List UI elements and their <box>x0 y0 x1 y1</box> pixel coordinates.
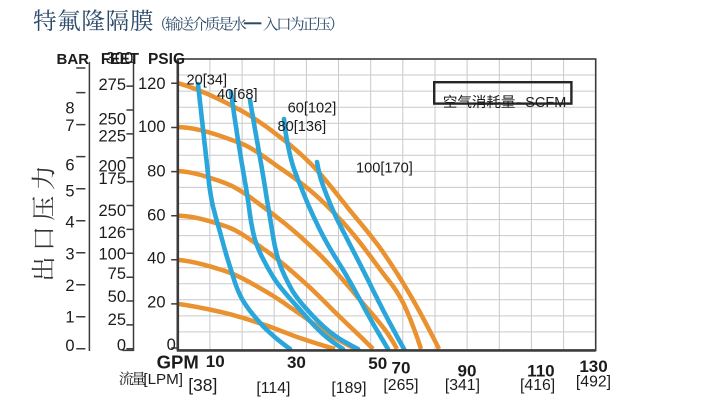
svg-text:20[34]: 20[34] <box>187 73 228 89</box>
svg-text:110: 110 <box>527 362 554 381</box>
svg-text:[341]: [341] <box>445 377 480 394</box>
svg-text:100: 100 <box>138 118 166 136</box>
svg-text:250: 250 <box>98 202 126 220</box>
svg-text:10: 10 <box>206 352 225 371</box>
svg-text:60[102]: 60[102] <box>288 100 337 116</box>
svg-text:75: 75 <box>108 265 126 283</box>
svg-text:175: 175 <box>98 170 126 188</box>
svg-text:300: 300 <box>106 50 134 68</box>
svg-text:60: 60 <box>147 207 165 225</box>
svg-text:GPM: GPM <box>157 352 199 373</box>
svg-text:25: 25 <box>108 311 126 329</box>
svg-text:40[68]: 40[68] <box>217 87 258 103</box>
svg-text:5: 5 <box>65 183 74 201</box>
svg-text:100[170]: 100[170] <box>356 160 413 176</box>
svg-text:1: 1 <box>65 309 74 327</box>
svg-text:2: 2 <box>65 277 74 295</box>
svg-text:BAR: BAR <box>57 51 90 68</box>
svg-text:0: 0 <box>117 337 126 355</box>
svg-text:4: 4 <box>65 214 74 232</box>
svg-text:80: 80 <box>147 163 165 181</box>
svg-text:[LPM]: [LPM] <box>143 371 183 388</box>
svg-text:100: 100 <box>98 246 126 264</box>
svg-text:6: 6 <box>65 157 74 175</box>
svg-text:[492]: [492] <box>576 374 611 391</box>
svg-text:225: 225 <box>98 128 126 146</box>
svg-text:126: 126 <box>98 224 126 242</box>
svg-text:70: 70 <box>392 358 411 377</box>
svg-text:50: 50 <box>108 288 126 306</box>
svg-text:8: 8 <box>65 100 74 118</box>
svg-text:7: 7 <box>65 117 74 135</box>
svg-text:- SCFM: - SCFM <box>516 95 566 111</box>
svg-text:[189]: [189] <box>331 380 366 397</box>
svg-text:[38]: [38] <box>188 375 217 395</box>
svg-text:120: 120 <box>138 75 166 93</box>
svg-text:200: 200 <box>98 158 126 176</box>
svg-text:0: 0 <box>167 336 176 354</box>
svg-text:40: 40 <box>147 250 165 268</box>
svg-text:275: 275 <box>98 76 126 94</box>
svg-text:[114]: [114] <box>256 380 290 397</box>
svg-text:50: 50 <box>368 354 387 373</box>
svg-text:30: 30 <box>287 353 306 372</box>
svg-text:80[136]: 80[136] <box>278 119 327 135</box>
svg-text:[265]: [265] <box>383 377 418 394</box>
svg-text:250: 250 <box>98 111 126 129</box>
svg-text:20: 20 <box>147 294 165 312</box>
svg-text:3: 3 <box>65 246 74 264</box>
svg-text:130: 130 <box>579 357 607 376</box>
svg-text:PSIG: PSIG <box>148 51 185 68</box>
svg-text:0: 0 <box>65 337 74 355</box>
svg-text:[416]: [416] <box>520 377 555 394</box>
svg-text:FEET: FEET <box>101 51 140 68</box>
svg-text:90: 90 <box>458 362 477 381</box>
